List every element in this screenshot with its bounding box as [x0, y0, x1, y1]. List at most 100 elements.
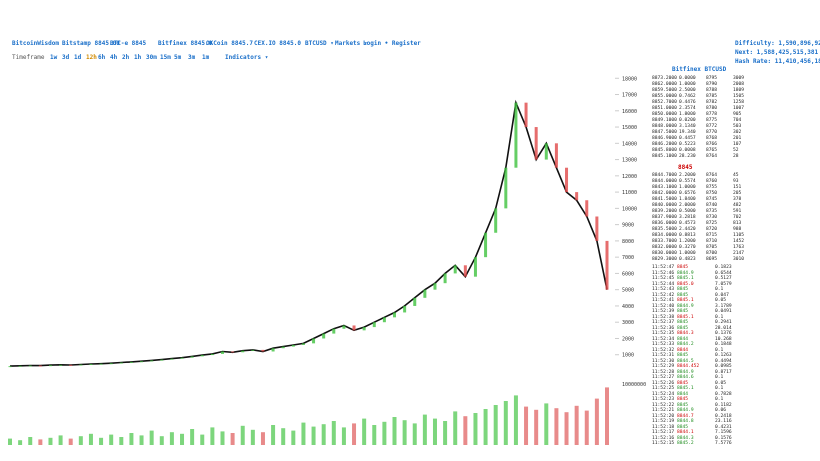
candle	[99, 363, 103, 365]
volume-bar	[190, 429, 195, 445]
volume-bar	[78, 436, 83, 445]
market-price[interactable]: OKCoin 8845.7	[206, 40, 253, 47]
trade-cell: 8844.9	[677, 303, 694, 309]
market-price[interactable]: Bitfinex 8845.0	[158, 40, 213, 47]
trade-cell: 8845	[677, 309, 689, 314]
volume-bar	[48, 437, 53, 445]
trade-cell: 11:52:41	[652, 298, 675, 303]
menu-item[interactable]: Markets ▾	[335, 40, 368, 47]
candle	[180, 357, 184, 359]
timeframe[interactable]: 30m	[146, 54, 157, 61]
book-cell: 8705	[706, 245, 718, 250]
volume-bar	[402, 420, 407, 445]
trade-cell: 8844.6	[677, 375, 694, 380]
trade-cell: 0.4231	[715, 424, 732, 430]
timeframe[interactable]: 12h	[86, 54, 97, 61]
volume-bar	[574, 405, 579, 445]
indicators[interactable]: Indicators ▾	[225, 54, 269, 61]
book-cell: 8735	[706, 209, 718, 214]
trade-cell: 8845	[677, 353, 689, 358]
book-cell: 3010	[733, 257, 745, 262]
candle	[534, 127, 538, 160]
timeframe[interactable]: 4h	[110, 54, 118, 61]
timeframe[interactable]: 3d	[62, 54, 70, 61]
trade-cell: 0.05	[715, 298, 727, 303]
book-cell: 0.4573	[679, 221, 696, 226]
volume-bar	[412, 423, 417, 445]
candle	[89, 364, 93, 366]
trade-cell: 8845.1	[677, 276, 694, 281]
book-cell: 1763	[733, 245, 745, 250]
book-cell: 1809	[733, 88, 745, 93]
timeframe[interactable]: 6h	[98, 54, 106, 61]
trade-cell: 0.05	[715, 380, 727, 386]
trade-cell: 0.1	[715, 287, 724, 292]
book-cell: 702	[733, 215, 742, 220]
book-cell: 1.8000	[679, 112, 696, 117]
menu-item[interactable]: Login • Register	[363, 40, 421, 47]
candle	[28, 365, 32, 367]
book-cell: 0.0200	[679, 118, 696, 123]
trade-cell: 0.1	[715, 314, 724, 320]
timeframe[interactable]: 1m	[202, 54, 210, 61]
market-price[interactable]: Bitstamp 8845.00	[62, 40, 120, 47]
timeframe[interactable]: 3m	[188, 54, 196, 61]
candle	[413, 297, 417, 306]
timeframe[interactable]: 15m	[160, 54, 171, 61]
trade-cell: 11:52:44	[652, 281, 675, 287]
timeframe[interactable]: 2h	[122, 54, 130, 61]
trade-cell: 11:52:45	[652, 276, 675, 281]
book-cell: 8836.0000	[652, 221, 677, 226]
candle	[494, 208, 498, 233]
y-tick-label: 16000	[622, 109, 637, 115]
brand[interactable]: BitcoinWisdom	[12, 40, 59, 47]
book-cell: 28.230	[679, 154, 696, 159]
book-cell: 8835.5000	[652, 227, 677, 232]
book-cell: 8844.7000	[652, 173, 677, 178]
trade-cell: 0.1263	[715, 353, 732, 358]
book-cell: 1.2000	[679, 239, 696, 244]
timeframe[interactable]: 1w	[50, 54, 58, 61]
y-tick-label: 3000	[622, 320, 634, 326]
volume-bar	[271, 425, 276, 445]
trade-cell: 8844.452	[677, 364, 700, 369]
candle	[18, 365, 22, 367]
volume-bar	[159, 436, 164, 445]
volume-bar	[341, 427, 346, 445]
timeframe[interactable]: 1h	[134, 54, 142, 61]
book-cell: 8846.2000	[652, 142, 677, 147]
trade-cell: 8844.3	[677, 331, 694, 336]
candle	[200, 355, 204, 357]
market-price[interactable]: BTC-e 8845	[110, 40, 147, 47]
book-cell: 1.0000	[679, 185, 696, 190]
volume-bar	[240, 425, 245, 445]
volume-bar	[382, 421, 387, 445]
volume-bar	[18, 440, 23, 445]
volume-bar	[493, 405, 498, 445]
trade-cell: 8844.9	[677, 270, 694, 276]
book-cell: 0.4457	[679, 136, 696, 141]
trade-cell: 8845.1	[677, 386, 694, 391]
trade-cell: 11:52:34	[652, 336, 675, 342]
candle	[342, 325, 346, 329]
y-tick-label: 11000	[622, 190, 637, 196]
market-price[interactable]: CEX.IO 8845.0	[254, 40, 301, 47]
book-cell: 8785	[706, 94, 718, 99]
book-cell: 1.0000	[679, 82, 696, 87]
menu-item[interactable]: BTCUSD ▾	[305, 40, 334, 47]
trade-cell: 8844	[677, 347, 689, 353]
price-line	[9, 99, 608, 367]
timeframe[interactable]: 1d	[74, 54, 82, 61]
book-cell: 8837.9000	[652, 215, 677, 220]
trade-cell: 0.1	[715, 386, 724, 391]
book-cell: 151	[733, 185, 742, 190]
book-cell: 302	[733, 130, 742, 135]
candle	[433, 283, 437, 290]
trade-cell: 8844.1	[677, 430, 694, 435]
trade-cell: 11:52:23	[652, 397, 675, 402]
trade-cell: 11:52:39	[652, 309, 675, 314]
book-cell: 8730	[706, 215, 718, 220]
timeframe[interactable]: 5m	[174, 54, 182, 61]
book-cell: 0.3270	[679, 245, 696, 250]
candle	[352, 325, 356, 331]
